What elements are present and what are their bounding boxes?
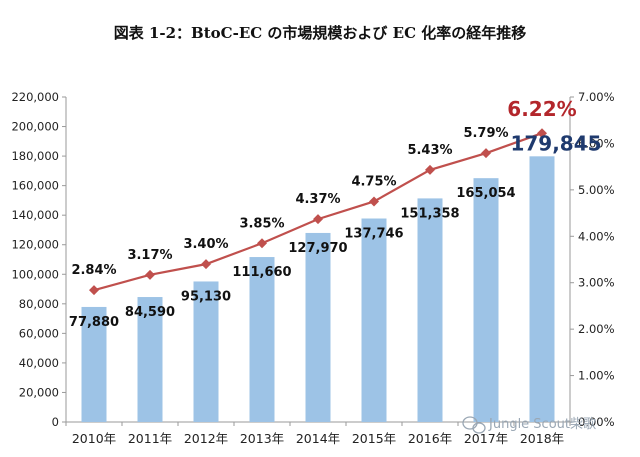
x-tick-label: 2014年 [296, 431, 340, 446]
rate-value-label: 4.37% [295, 192, 340, 207]
bar [249, 257, 275, 422]
bars [81, 156, 555, 422]
x-tick-label: 2013年 [240, 431, 284, 446]
rate-value-label: 3.40% [183, 237, 228, 252]
x-tick-label: 2012年 [184, 431, 228, 446]
right-tick-label: 0.00% [578, 415, 615, 429]
left-tick-label: 20,000 [19, 385, 59, 399]
x-tick-label: 2016年 [408, 431, 452, 446]
rate-value-label: 6.22% [507, 97, 576, 121]
rate-point [425, 164, 435, 175]
bar [193, 281, 219, 422]
rate-value-label: 5.43% [407, 143, 452, 158]
bar [305, 232, 331, 422]
right-tick-label: 4.00% [578, 229, 615, 243]
bar-value-label: 77,880 [69, 315, 119, 330]
right-tick-label: 2.00% [578, 322, 615, 336]
x-tick-label: 2018年 [520, 431, 564, 446]
rate-value-label: 3.17% [127, 248, 172, 263]
left-tick-label: 0 [52, 415, 59, 429]
right-tick-label: 7.00% [578, 90, 615, 104]
rate-value-label: 3.85% [239, 216, 284, 231]
rate-line-series [89, 128, 547, 296]
wechat-icon [462, 416, 486, 434]
left-tick-label: 220,000 [11, 90, 59, 104]
left-tick-label: 120,000 [11, 238, 59, 252]
right-tick-label: 3.00% [578, 276, 615, 290]
right-tick-label: 5.00% [578, 183, 615, 197]
left-tick-label: 140,000 [11, 208, 59, 222]
rate-point [481, 148, 491, 159]
rate-value-label: 5.79% [463, 126, 508, 141]
bar-value-label: 111,660 [232, 265, 291, 280]
left-tick-label: 60,000 [19, 326, 59, 340]
bar [529, 156, 555, 422]
bar [81, 306, 107, 422]
chart-title: 図表 1-2：BtoC-EC の市場規模および EC 化率の経年推移 [114, 24, 527, 42]
left-tick-label: 180,000 [11, 149, 59, 163]
watermark-text: Jungle Scout柴歌 [488, 417, 596, 432]
bar-value-label: 95,130 [181, 289, 231, 304]
rate-point [201, 259, 211, 270]
bar [137, 297, 163, 422]
axes: 0 20,000 40,000 60,000 80,000 100,000 120,000 1… [11, 90, 614, 446]
left-tick-label: 160,000 [11, 179, 59, 193]
rate-point [537, 128, 547, 139]
x-tick-label: 2010年 [72, 431, 116, 446]
x-tick-label: 2011年 [128, 431, 172, 446]
rate-value-label: 4.75% [351, 174, 396, 189]
left-tick-label: 40,000 [19, 356, 59, 370]
bar [417, 198, 443, 422]
rate-value-label: 2.84% [71, 263, 116, 278]
left-tick-label: 80,000 [19, 297, 59, 311]
left-tick-label: 100,000 [11, 267, 59, 281]
bar-value-label: 84,590 [125, 305, 175, 320]
bar-value-label: 165,054 [456, 186, 515, 201]
rate-point [313, 214, 323, 225]
left-tick-label: 200,000 [11, 120, 59, 134]
x-tick-label: 2017年 [464, 431, 508, 446]
rate-point [257, 238, 267, 249]
bar-value-label: 179,845 [510, 131, 601, 155]
bar-value-label: 127,970 [288, 241, 347, 256]
right-tick-label: 1.00% [578, 369, 615, 383]
watermark: Jungle Scout柴歌 [462, 416, 596, 434]
bar-value-label: 151,358 [400, 206, 459, 221]
rate-point [145, 269, 155, 280]
x-tick-label: 2015年 [352, 431, 396, 446]
bar [473, 178, 499, 422]
right-tick-label: 6.00% [578, 136, 615, 150]
rate-point [89, 285, 99, 296]
bar [361, 218, 387, 422]
bar-value-label: 137,746 [344, 227, 403, 242]
rate-point [369, 196, 379, 207]
